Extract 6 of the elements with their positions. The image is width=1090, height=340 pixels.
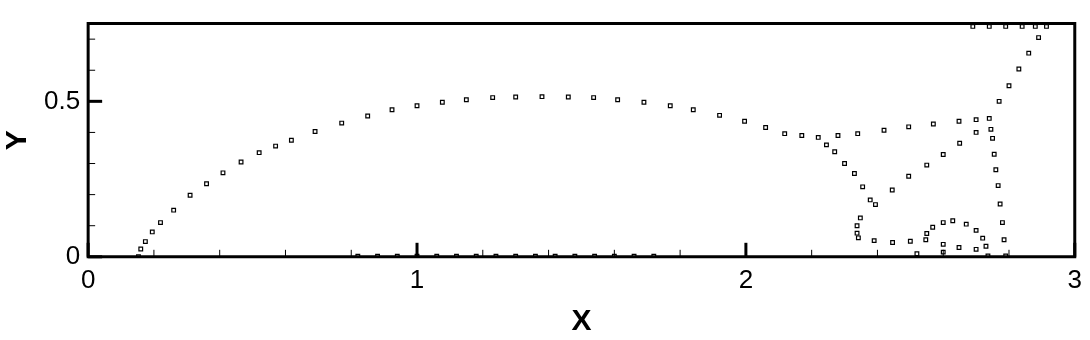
- x-tick-label: 1: [409, 263, 425, 294]
- x-tick-label: 3: [1067, 263, 1082, 294]
- y-axis-title: Y: [0, 130, 33, 151]
- y-tick-label: 0.5: [43, 84, 81, 115]
- x-axis-title: X: [571, 303, 592, 337]
- x-tick-label: 2: [738, 263, 754, 294]
